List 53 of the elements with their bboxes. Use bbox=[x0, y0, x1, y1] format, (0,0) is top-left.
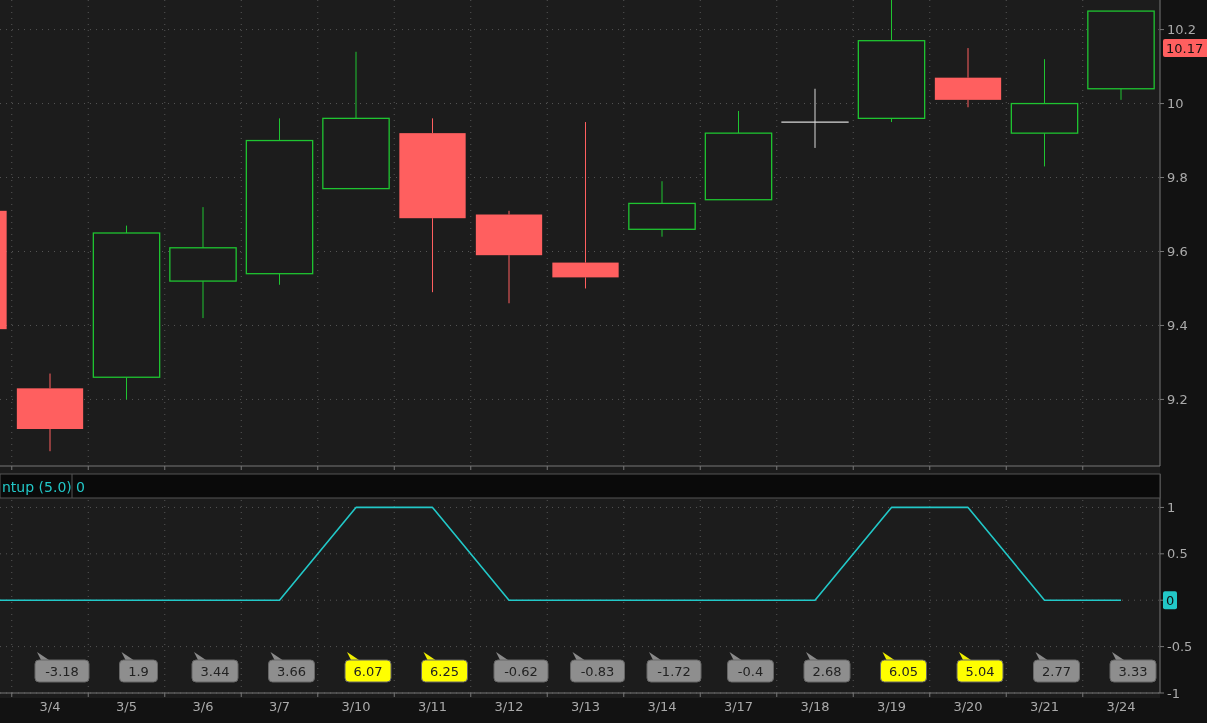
candlestick bbox=[780, 88, 850, 149]
y-tick-label: 10 bbox=[1167, 96, 1184, 112]
candlestick bbox=[628, 180, 696, 238]
annotation: 1.9 bbox=[128, 663, 149, 679]
x-tick-label: 3/5 bbox=[116, 699, 137, 714]
candlestick bbox=[1010, 58, 1079, 167]
annotation: 2.68 bbox=[812, 663, 842, 679]
annotation: -0.4 bbox=[737, 663, 764, 679]
x-tick-label: 3/17 bbox=[723, 699, 754, 714]
y-tick-label: 9.4 bbox=[1167, 318, 1188, 334]
x-tick-label: 3/20 bbox=[953, 699, 983, 714]
y-tick-label: -0.5 bbox=[1167, 639, 1193, 655]
candlestick bbox=[16, 373, 84, 452]
annotation: 6.25 bbox=[430, 663, 459, 679]
x-tick-label: 3/19 bbox=[876, 699, 907, 714]
y-tick-label: 9.8 bbox=[1167, 170, 1188, 186]
annotation: 2.77 bbox=[1042, 663, 1071, 679]
annotation: -3.18 bbox=[45, 663, 79, 679]
annotation: 3.66 bbox=[277, 663, 306, 679]
x-tick-label: 3/14 bbox=[647, 699, 677, 714]
candlestick bbox=[245, 117, 314, 286]
annotation: 5.04 bbox=[965, 663, 995, 679]
annotation: -0.83 bbox=[580, 663, 615, 679]
annotation: 6.05 bbox=[889, 663, 918, 679]
annotation: 6.07 bbox=[353, 663, 383, 679]
x-tick-label: 3/24 bbox=[1106, 699, 1136, 714]
chart-title: ntup (5.0) bbox=[2, 478, 72, 495]
y-tick-label: 1 bbox=[1167, 499, 1176, 515]
chart-subtitle: 0 bbox=[76, 478, 85, 495]
candlestick bbox=[169, 206, 237, 319]
annotation: -1.72 bbox=[657, 663, 691, 679]
y-tick-label: -1 bbox=[1167, 685, 1180, 701]
x-tick-label: 3/7 bbox=[269, 699, 290, 714]
y-tick-label: 0.5 bbox=[1167, 546, 1188, 562]
candlestick bbox=[934, 47, 1002, 108]
y-tick-label: 9.2 bbox=[1167, 391, 1188, 407]
y-tick-label: 9.6 bbox=[1167, 244, 1188, 260]
candlestick bbox=[475, 210, 543, 304]
x-tick-label: 3/6 bbox=[192, 699, 214, 714]
candlestick bbox=[552, 121, 619, 289]
x-tick-label: 3/12 bbox=[494, 699, 524, 714]
x-tick-label: 3/21 bbox=[1029, 699, 1060, 714]
annotation: 3.44 bbox=[200, 663, 230, 679]
x-tick-label: 3/11 bbox=[417, 699, 448, 714]
candlestick bbox=[399, 117, 466, 293]
x-tick-label: 3/4 bbox=[39, 699, 61, 714]
y-tick-label: 10.2 bbox=[1167, 22, 1196, 38]
x-tick-label: 3/10 bbox=[341, 699, 371, 714]
x-tick-label: 3/13 bbox=[570, 699, 601, 714]
annotation: -0.62 bbox=[504, 663, 538, 679]
text: 10.17 bbox=[1166, 40, 1204, 56]
annotation: 3.33 bbox=[1118, 663, 1148, 679]
x-tick-label: 3/18 bbox=[800, 699, 830, 714]
